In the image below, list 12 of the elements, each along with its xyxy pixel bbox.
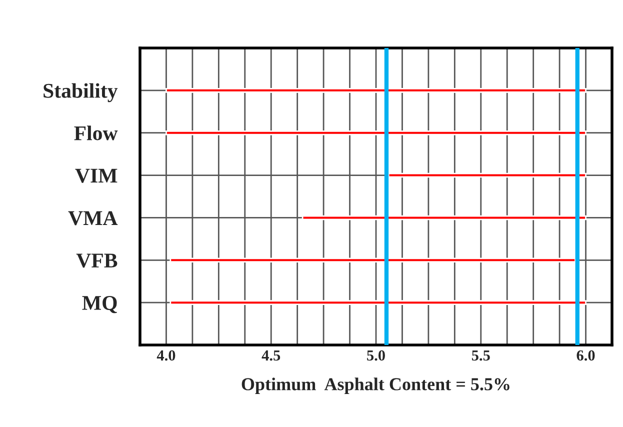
x-tick-label: 5.0	[367, 350, 385, 361]
x-axis-title: Optimum Asphalt Content = 5.5%	[242, 378, 510, 394]
x-tick-label: 4.5	[262, 350, 280, 361]
x-tick-label: 4.0	[156, 350, 176, 361]
x-tick-label: 5.5	[472, 350, 490, 361]
y-tick-label: MQ	[82, 296, 117, 314]
y-tick-label: VIM	[75, 168, 118, 183]
x-tick-label: 6.0	[576, 350, 595, 361]
y-tick-label: Flow	[74, 126, 118, 140]
y-tick-label: VMA	[68, 211, 118, 226]
y-tick-label: Stability	[44, 83, 118, 102]
y-tick-label: VFB	[76, 254, 118, 268]
